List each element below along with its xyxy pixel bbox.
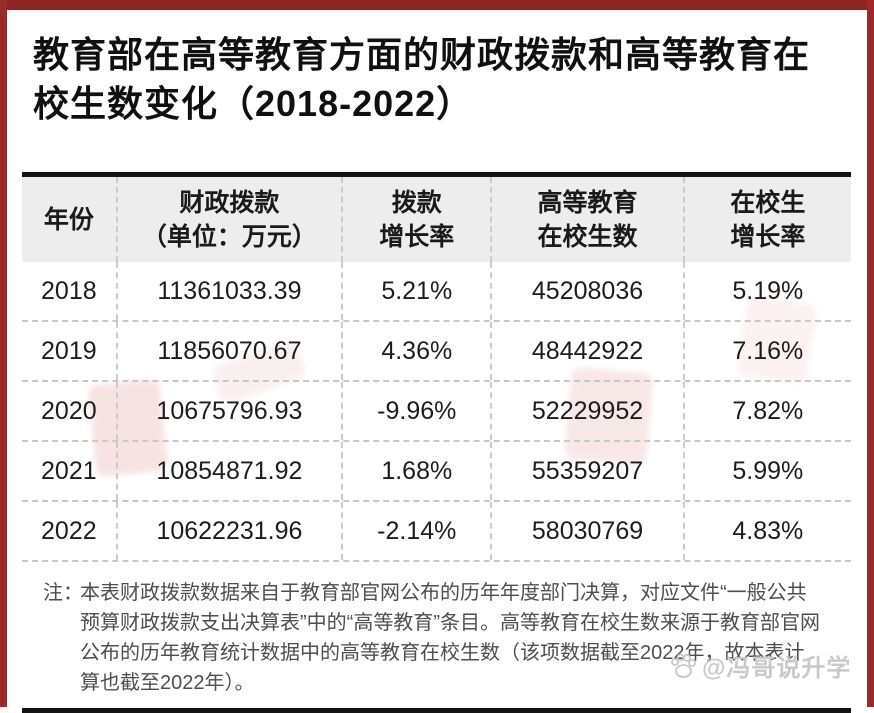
frame-right-border	[867, 0, 874, 707]
footnote-line: 本表财政拨款数据来自于教育部官网公布的历年年度部门决算，对应文件“一般公共	[80, 582, 807, 604]
table-cell: 2019	[41, 336, 97, 365]
table-cell: 10675796.93	[115, 382, 341, 440]
footnote: 注： 本表财政拨款数据来自于教育部官网公布的历年年度部门决算，对应文件“一般公共…	[22, 562, 851, 708]
author-watermark: @冯哥说升学	[668, 648, 851, 683]
table-cell: 7.16%	[682, 322, 851, 380]
table-cell: 4.36%	[341, 322, 490, 380]
footnote-label: 注：	[43, 582, 83, 604]
table-cell: 10622231.96	[115, 502, 341, 560]
frame-top-border	[0, 0, 874, 10]
footnote-line: 算也截至2022年）。	[80, 672, 255, 694]
table-cell: 2021	[41, 456, 97, 485]
footnote-line: 预算财政拨款支出决算表”中的“高等教育”条目。高等教育在校生数来源于教育部官网	[80, 612, 820, 634]
table-cell: 1.68%	[341, 442, 490, 500]
table-cell: 55359207	[490, 442, 682, 500]
column-header: 财政拨款 （单位：万元）	[115, 177, 341, 262]
table-cell: -9.96%	[341, 382, 490, 440]
author-handle: @冯哥说升学	[702, 655, 852, 682]
frame-left-border	[0, 0, 7, 707]
table-cell: 2022	[41, 516, 97, 545]
footnote-text: 本表财政拨款数据来自于教育部官网公布的历年年度部门决算，对应文件“一般公共 预算财…	[80, 578, 831, 698]
table-cell: 10854871.92	[115, 442, 341, 500]
column-header: 高等教育 在校生数	[490, 177, 682, 262]
table-cell: 2020	[41, 396, 97, 425]
table-cell: 7.82%	[682, 382, 851, 440]
table-cell: 11361033.39	[115, 262, 341, 320]
table-row: 2018 11361033.39 5.21% 45208036 5.19%	[22, 262, 851, 322]
table-cell: 58030769	[490, 502, 682, 560]
table-row: 2020 10675796.93 -9.96% 52229952 7.82%	[22, 382, 851, 442]
paw-icon	[671, 653, 696, 678]
data-table: 年份 财政拨款 （单位：万元） 拨款 增长率 高等教育 在校生数 在校生 增长率 2018 113…	[22, 172, 851, 713]
table-cell: 48442922	[490, 322, 682, 380]
page-title: 教育部在高等教育方面的财政拨款和高等教育在校生数变化（2018-2022）	[33, 34, 811, 124]
table-header-row: 年份 财政拨款 （单位：万元） 拨款 增长率 高等教育 在校生数 在校生 增长率	[22, 177, 851, 262]
table-row: 2021 10854871.92 1.68% 55359207 5.99%	[22, 442, 851, 502]
table-cell: 52229952	[490, 382, 682, 440]
table-row: 2022 10622231.96 -2.14% 58030769 4.83%	[22, 502, 851, 562]
table-cell: 11856070.67	[115, 322, 341, 380]
table-cell: 45208036	[490, 262, 682, 320]
table-cell: 5.99%	[682, 442, 851, 500]
table-body: 2018 11361033.39 5.21% 45208036 5.19% 2019 118…	[22, 262, 851, 562]
footnote-line: 公布的历年教育统计数据中的高等教育在校生数（该项数据截至2022年，故本表计	[80, 642, 805, 664]
table-cell: 4.83%	[682, 502, 851, 560]
table-cell: -2.14%	[341, 502, 490, 560]
table-cell: 2018	[41, 276, 97, 305]
column-header: 拨款 增长率	[341, 177, 490, 262]
table-row: 2019 11856070.67 4.36% 48442922 7.16%	[22, 322, 851, 382]
table-cell: 5.19%	[682, 262, 851, 320]
column-header: 年份	[43, 205, 94, 234]
table-cell: 5.21%	[341, 262, 490, 320]
column-header: 在校生 增长率	[682, 177, 851, 262]
table-bottom-border	[22, 708, 851, 713]
